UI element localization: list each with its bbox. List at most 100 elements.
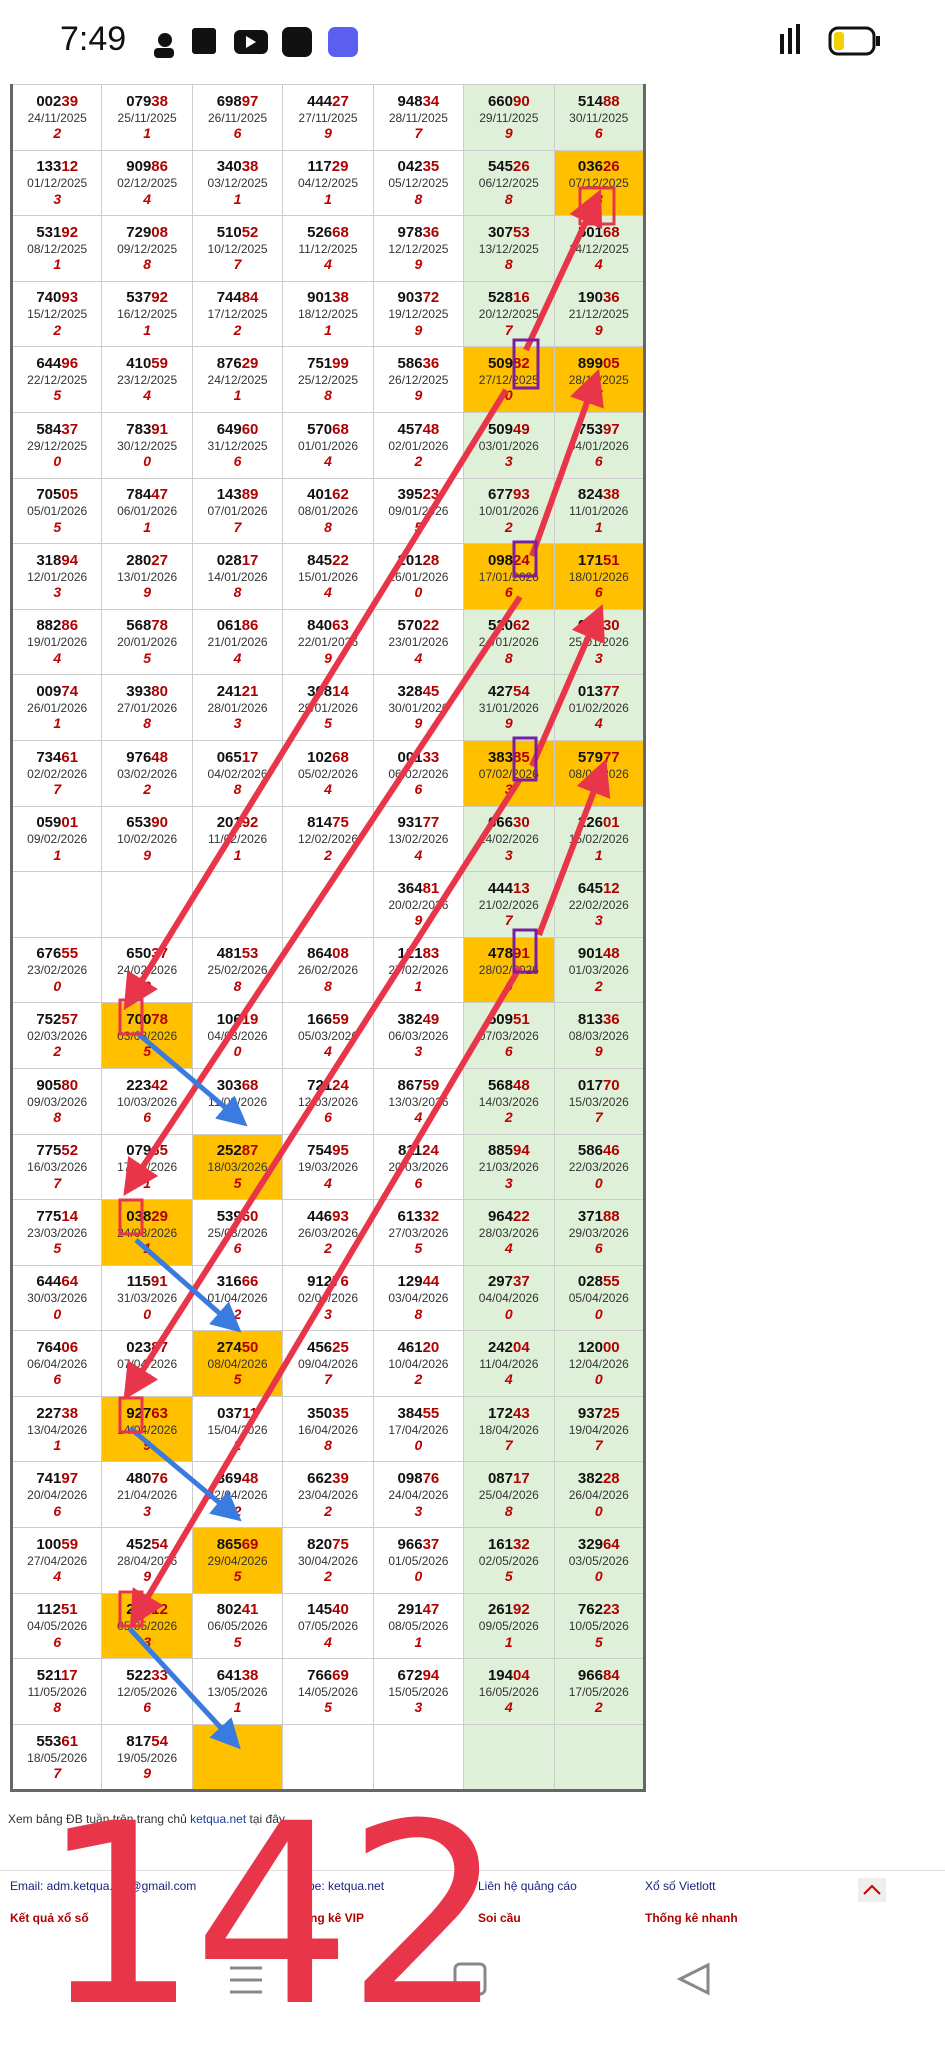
footer-link[interactable]: Liên hệ quảng cáo xyxy=(478,1879,577,1893)
table-cell: 45254 28/04/2026 9 xyxy=(101,1527,193,1594)
result-number: 97836 xyxy=(397,223,440,241)
footer-link[interactable]: Thống kê nhanh xyxy=(645,1911,738,1925)
result-digit: 4 xyxy=(143,190,152,207)
result-digit: 8 xyxy=(414,1305,423,1322)
result-date: 04/01/2026 xyxy=(568,438,629,453)
result-date: 21/02/2026 xyxy=(478,897,539,912)
result-digit: 7 xyxy=(53,1764,62,1781)
result-number: 64960 xyxy=(216,420,259,438)
result-number: 54526 xyxy=(487,158,530,176)
result-number: 52668 xyxy=(307,223,349,241)
result-date: 12/02/2026 xyxy=(297,832,358,847)
result-date: 21/04/2026 xyxy=(117,1488,178,1503)
result-digit: 1 xyxy=(143,518,152,535)
result-date: 02/04/2026 xyxy=(297,1291,358,1306)
result-digit: 0 xyxy=(414,1436,423,1453)
result-digit: 1 xyxy=(594,846,603,863)
result-number: 24121 xyxy=(216,683,259,701)
result-digit: 4 xyxy=(414,649,423,666)
footer-link[interactable]: Xổ số Vietlott xyxy=(645,1879,716,1893)
result-digit: 1 xyxy=(324,190,332,207)
result-number: 52816 xyxy=(487,289,530,307)
result-digit: 7 xyxy=(233,518,242,535)
result-digit: 8 xyxy=(324,387,332,404)
result-number: 55361 xyxy=(36,1732,79,1750)
result-digit: 3 xyxy=(414,1043,423,1060)
result-digit: 7 xyxy=(53,1174,62,1191)
table-cell: 10268 05/02/2026 4 xyxy=(282,739,374,807)
footer-link[interactable]: Email: adm.ketqua.net@gmail.com xyxy=(10,1879,197,1893)
table-cell: 19036 21/12/2025 9 xyxy=(553,280,646,348)
result-number: 73461 xyxy=(36,748,79,766)
result-number: 48153 xyxy=(216,945,259,963)
result-date: 01/12/2025 xyxy=(27,176,88,191)
result-number: 17243 xyxy=(487,1404,530,1422)
footer-link[interactable]: Thống kê VIP xyxy=(288,1911,365,1925)
table-row: 76406 06/04/2026 6 02387 07/04/2026 5 27450 08/… xyxy=(10,1330,646,1397)
result-number: 75257 xyxy=(36,1011,79,1029)
result-date: 08/12/2025 xyxy=(27,241,88,256)
result-digit: 9 xyxy=(594,1043,603,1060)
table-cell: 17243 18/04/2026 7 xyxy=(463,1395,555,1463)
result-date: 19/01/2026 xyxy=(27,635,88,650)
result-date: 11/02/2026 xyxy=(207,832,268,847)
result-digit: 9 xyxy=(324,125,332,142)
result-digit: 5 xyxy=(324,715,332,732)
table-cell: 76406 06/04/2026 6 xyxy=(10,1330,103,1397)
result-digit: 2 xyxy=(324,1502,332,1519)
table-cell: 58646 22/03/2026 0 xyxy=(553,1133,646,1201)
result-digit: 0 xyxy=(594,1371,603,1388)
result-date: 23/12/2025 xyxy=(117,373,178,388)
result-digit: 4 xyxy=(324,1174,332,1191)
footer-link[interactable]: Skype: ketqua.net xyxy=(288,1879,385,1893)
result-digit: 7 xyxy=(504,321,513,338)
result-digit: 1 xyxy=(233,1699,242,1716)
result-digit: 0 xyxy=(53,453,62,470)
footer-link[interactable]: Kết quả xổ số xyxy=(10,1911,89,1925)
result-number: 06517 xyxy=(216,748,259,766)
table-cell: 70078 03/03/2026 5 xyxy=(101,1002,193,1069)
result-date: 18/04/2026 xyxy=(478,1422,539,1437)
result-date: 13/03/2026 xyxy=(388,1094,449,1109)
table-cell: 76223 10/05/2026 5 xyxy=(553,1592,646,1660)
result-date: 29/12/2025 xyxy=(27,438,88,453)
result-date: 19/04/2026 xyxy=(568,1422,629,1437)
result-digit: 9 xyxy=(414,387,423,404)
result-number: 47891 xyxy=(487,945,530,963)
result-date: 17/01/2026 xyxy=(478,569,539,584)
result-number: 64138 xyxy=(216,1666,259,1684)
result-date: 07/05/2026 xyxy=(297,1619,358,1634)
result-date: 10/05/2026 xyxy=(568,1619,629,1634)
result-number: 45748 xyxy=(397,420,440,438)
result-digit: 2 xyxy=(233,321,242,338)
result-date: 25/03/2026 xyxy=(207,1225,268,1240)
result-date: 09/04/2026 xyxy=(297,1356,358,1371)
result-number: 14540 xyxy=(307,1601,349,1619)
table-row: 22738 13/04/2026 1 92763 14/04/2026 9 03711 15/… xyxy=(10,1395,646,1463)
footer-link[interactable]: Soi cầu xyxy=(478,1911,521,1925)
table-cell: 28027 13/01/2026 9 xyxy=(101,543,193,610)
result-number: 31894 xyxy=(36,551,79,569)
result-digit: 3 xyxy=(504,1174,513,1191)
note-link[interactable]: ketqua.net xyxy=(190,1812,247,1826)
table-cell: 27450 08/04/2026 5 xyxy=(191,1330,284,1397)
result-number: 38228 xyxy=(577,1470,620,1488)
result-number: 86408 xyxy=(307,945,349,963)
result-digit: 2 xyxy=(414,453,423,470)
result-date: 28/04/2026 xyxy=(117,1553,178,1568)
result-date: 03/05/2026 xyxy=(568,1553,629,1568)
result-number: 72908 xyxy=(126,223,168,241)
table-cell: 48153 25/02/2026 8 xyxy=(191,936,284,1004)
result-digit: 4 xyxy=(414,846,423,863)
table-cell xyxy=(282,1723,374,1792)
result-number: 58437 xyxy=(36,420,79,438)
table-cell: 30753 13/12/2025 8 xyxy=(463,215,555,282)
result-digit: 2 xyxy=(143,781,152,798)
result-digit: 1 xyxy=(53,715,62,732)
result-digit: 5 xyxy=(233,1568,242,1585)
result-digit: 9 xyxy=(414,715,423,732)
table-cell: 76669 14/05/2026 5 xyxy=(282,1658,374,1725)
result-date: 15/01/2026 xyxy=(297,569,358,584)
table-cell: 38249 06/03/2026 3 xyxy=(372,1002,465,1069)
result-digit: 1 xyxy=(233,387,242,404)
